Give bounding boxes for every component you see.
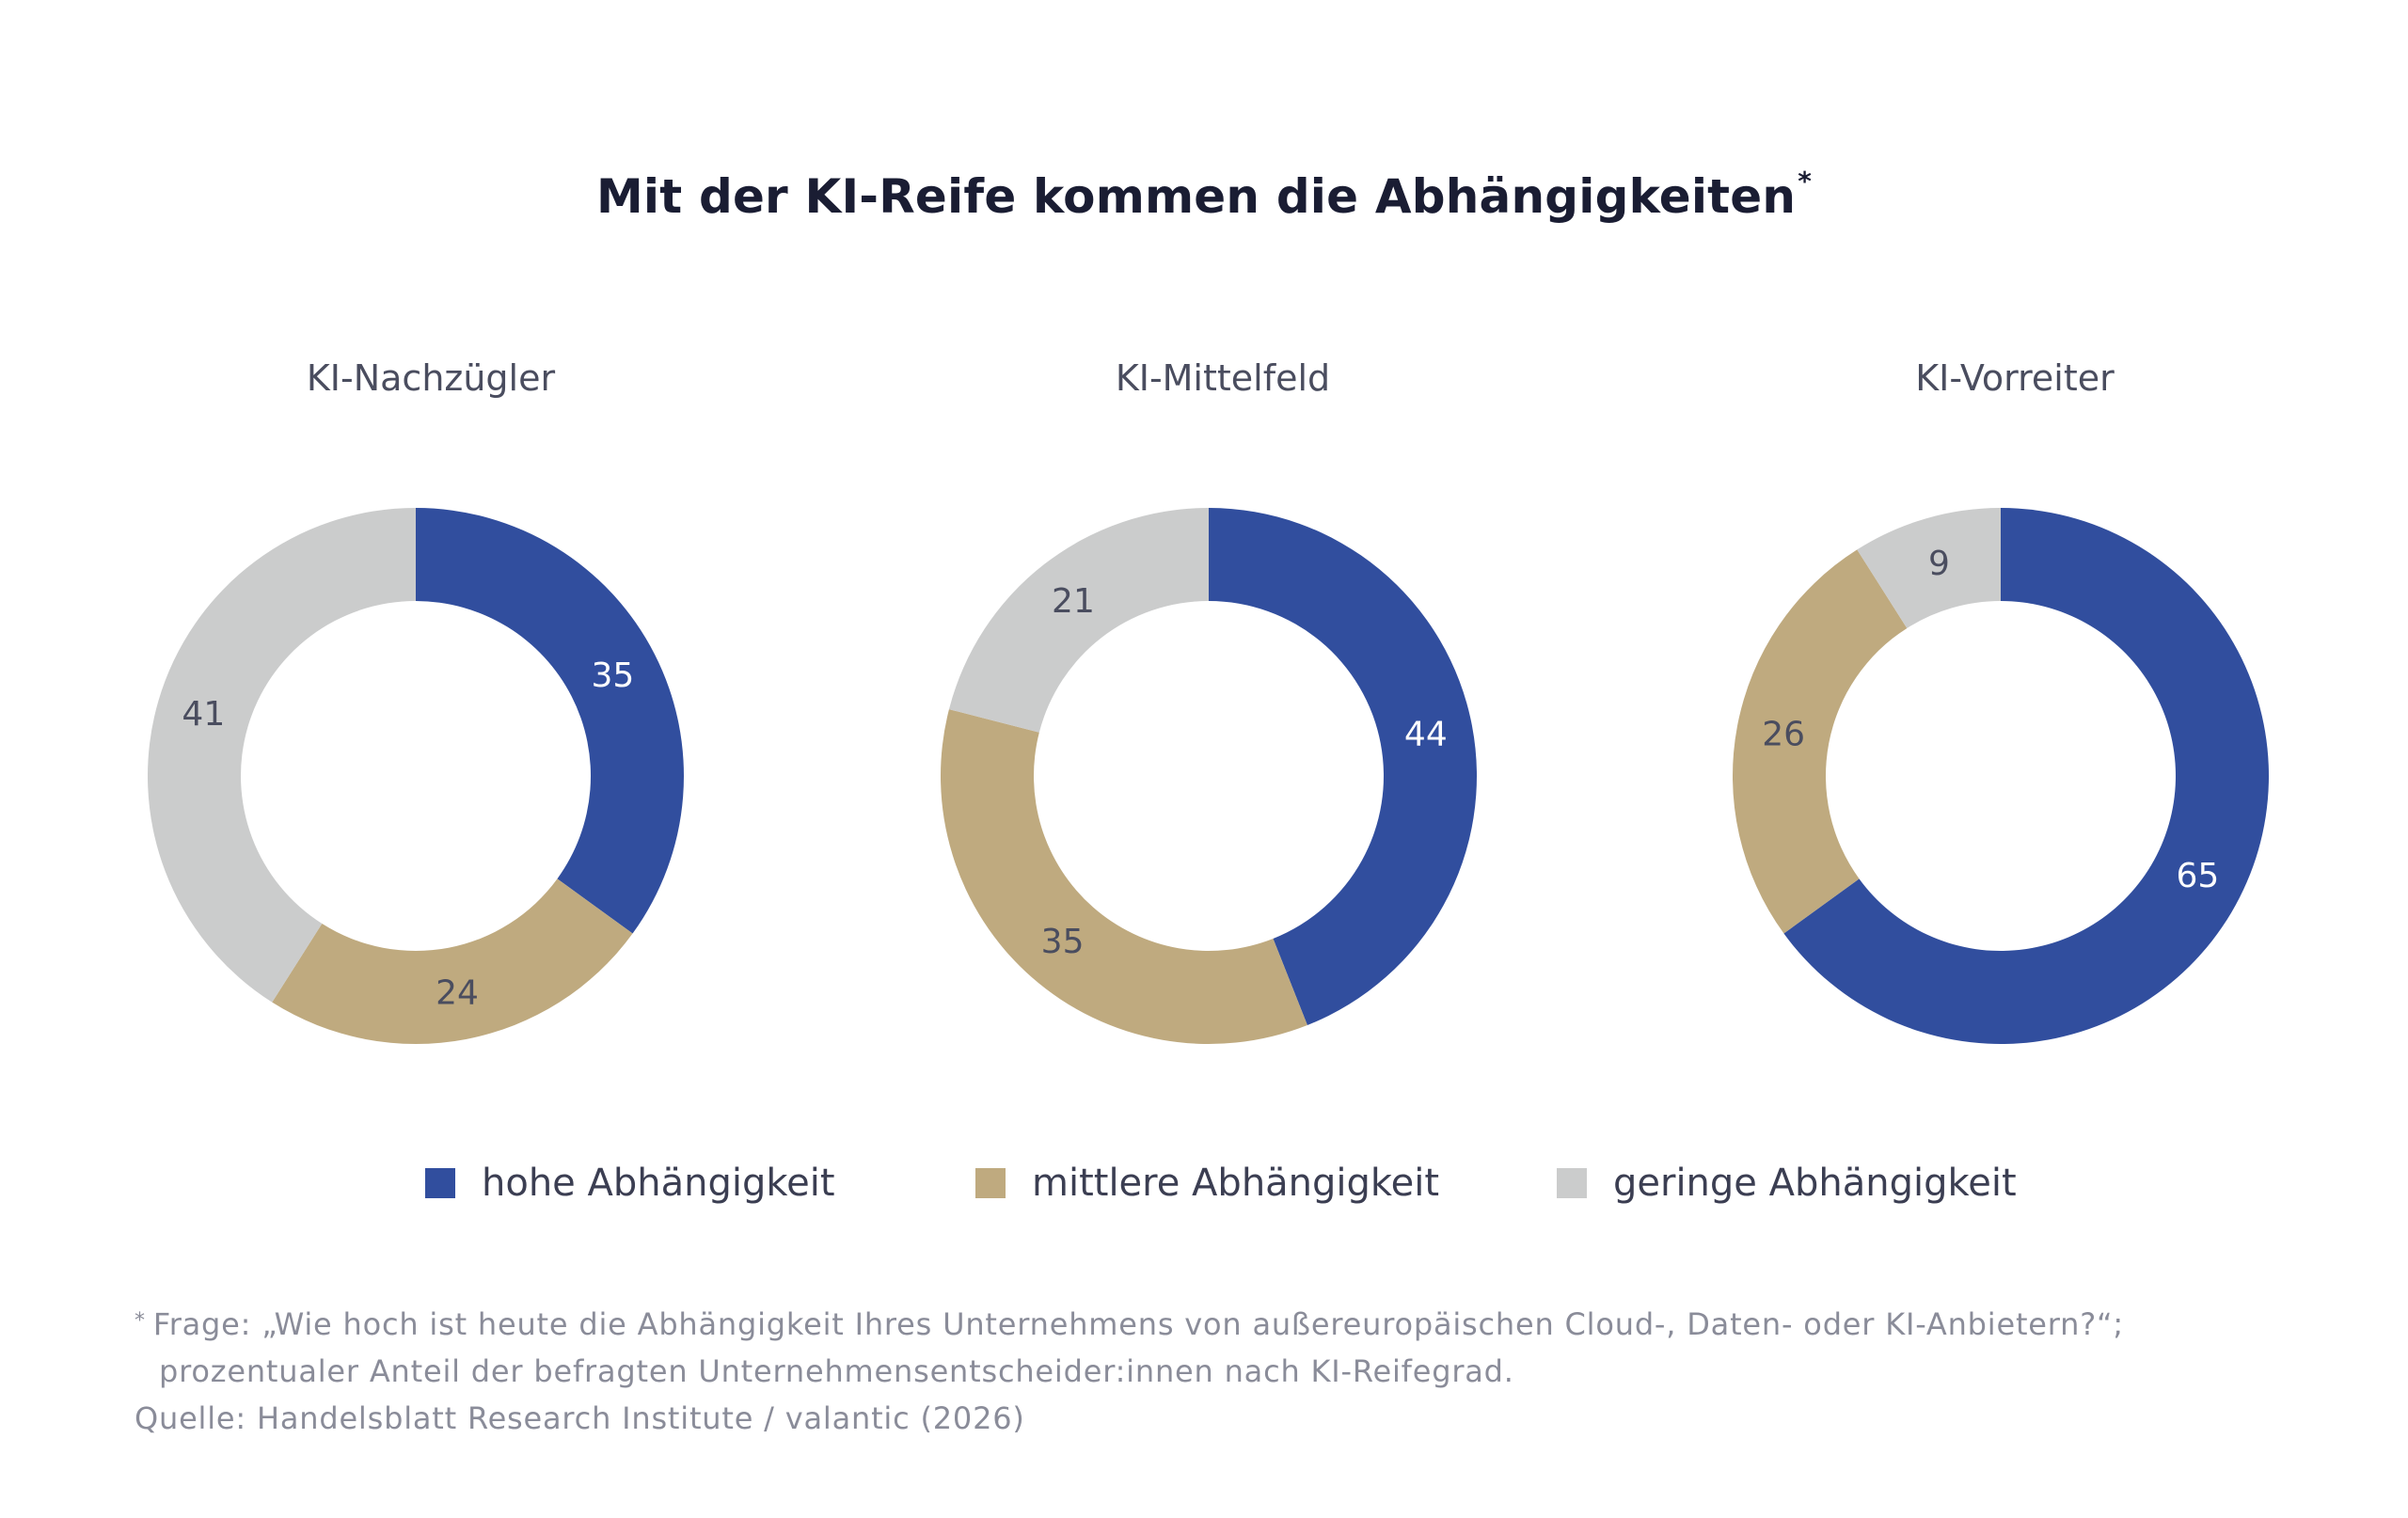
- donut-value-label-geringe: 9: [1928, 545, 1950, 583]
- donut-value-label-geringe: 41: [182, 695, 225, 734]
- chart-main-title-text: Mit der KI-Reife kommen die Abhängigkeit…: [595, 169, 1797, 224]
- legend-item-mittlere: mittlere Abhängigkeit: [975, 1155, 1439, 1211]
- legend-item-hohe: hohe Abhängigkeit: [425, 1155, 835, 1211]
- legend-label-hohe: hohe Abhängigkeit: [482, 1162, 835, 1205]
- donut-segment-hohe: [1783, 508, 2269, 1044]
- legend-swatch-mittlere: [975, 1168, 1006, 1198]
- donut-value-label-mittlere: 26: [1762, 715, 1805, 753]
- donut-segment-hohe: [416, 508, 684, 934]
- donut-segment-geringe: [147, 508, 416, 1003]
- legend-item-geringe: geringe Abhängigkeit: [1557, 1155, 2017, 1211]
- donut-segment-mittlere: [1733, 549, 1908, 934]
- donut-value-label-hohe: 65: [2176, 857, 2219, 895]
- chart-legend: hohe Abhängigkeit mittlere Abhängigkeit …: [0, 1155, 2408, 1211]
- footnote-description: prozentualer Anteil der befragten Untern…: [159, 1353, 1514, 1389]
- chart-main-title: Mit der KI-Reife kommen die Abhängigkeit…: [0, 166, 2408, 224]
- donut-chart-mittelfeld: 44 35 21: [941, 508, 1478, 1044]
- donut-value-label-mittlere: 24: [436, 973, 479, 1012]
- donut-segment-mittlere: [272, 878, 633, 1044]
- donut-segment-geringe: [948, 508, 1209, 733]
- chart-footnote: * Frage: „Wie hoch ist heute die Abhängig…: [135, 1298, 2298, 1442]
- footnote-marker: *: [135, 1309, 146, 1333]
- legend-label-geringe: geringe Abhängigkeit: [1613, 1162, 2017, 1205]
- footnote-source: Quelle: Handelsblatt Research Institute …: [135, 1400, 1025, 1436]
- donut-segment-mittlere: [941, 709, 1307, 1044]
- donut-chart-nachzuegler: 35 24 41: [147, 508, 684, 1044]
- legend-swatch-hohe: [425, 1168, 455, 1198]
- donut-title-mittelfeld: KI-Mittelfeld: [1115, 357, 1331, 399]
- donut-value-label-hohe: 35: [591, 656, 634, 695]
- donut-title-vorreiter: KI-Vorreiter: [1915, 357, 2115, 399]
- donut-segment-geringe: [1857, 508, 2001, 628]
- donut-chart-vorreiter: 65 26 9: [1733, 508, 2269, 1044]
- legend-label-mittlere: mittlere Abhängigkeit: [1032, 1162, 1440, 1205]
- donut-value-label-mittlere: 35: [1041, 923, 1085, 961]
- footnote-question: Frage: „Wie hoch ist heute die Abhängigk…: [152, 1306, 2124, 1342]
- donut-segment-hohe: [1209, 508, 1478, 1025]
- donut-value-label-hohe: 44: [1404, 715, 1448, 753]
- donut-title-nachzuegler: KI-Nachzügler: [306, 357, 556, 399]
- donut-value-label-geringe: 21: [1052, 582, 1095, 621]
- legend-swatch-geringe: [1557, 1168, 1587, 1198]
- title-footnote-marker: *: [1798, 166, 1813, 198]
